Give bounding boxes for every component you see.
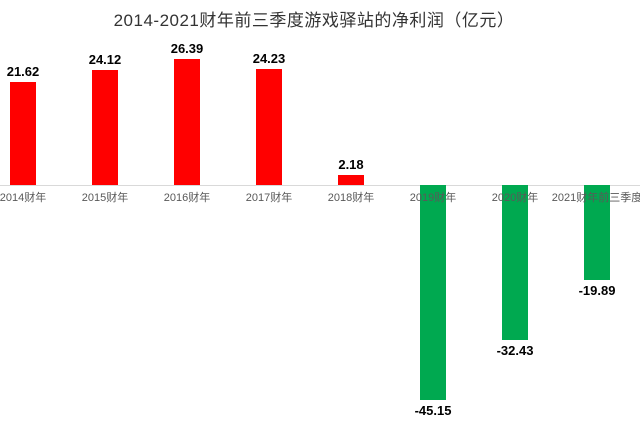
x-axis-label: 2016财年 bbox=[163, 192, 211, 204]
chart-title: 2014-2021财年前三季度游戏驿站的净利润（亿元） bbox=[113, 11, 515, 30]
bar bbox=[338, 174, 364, 185]
bar bbox=[502, 185, 528, 340]
x-axis-line bbox=[0, 185, 640, 186]
x-axis-label: 2020财年 bbox=[491, 192, 539, 204]
bar-value-label: 24.23 bbox=[252, 51, 286, 67]
bar bbox=[420, 185, 446, 401]
x-axis-label: 2019财年 bbox=[409, 192, 457, 204]
bar bbox=[10, 81, 36, 185]
bar bbox=[584, 185, 610, 280]
bar-value-label: 26.39 bbox=[170, 41, 204, 57]
bar bbox=[92, 69, 118, 185]
x-axis-label: 2015财年 bbox=[81, 192, 129, 204]
bar-value-label: 24.12 bbox=[88, 51, 122, 67]
x-axis-label: 2017财年 bbox=[245, 192, 293, 204]
bar-value-label: -32.43 bbox=[496, 342, 534, 358]
bar bbox=[256, 69, 282, 185]
x-axis-label: 2014财年 bbox=[0, 192, 47, 204]
bar-value-label: -19.89 bbox=[578, 282, 616, 298]
x-axis-label: 2018财年 bbox=[327, 192, 375, 204]
x-axis-label: 2021财年前三季度 bbox=[551, 192, 640, 204]
bar-value-label: -45.15 bbox=[414, 403, 452, 419]
bar bbox=[174, 59, 200, 185]
bar-value-label: 2.18 bbox=[338, 156, 364, 172]
bar-value-label: 21.62 bbox=[6, 63, 40, 79]
